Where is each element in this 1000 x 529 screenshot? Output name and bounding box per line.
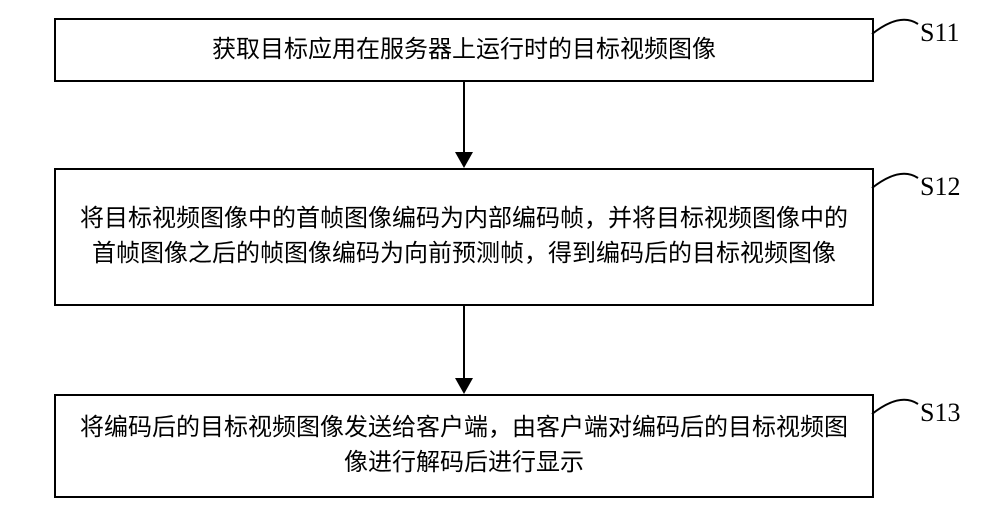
step-box-s12: 将目标视频图像中的首帧图像编码为内部编码帧，并将目标视频图像中的首帧图像之后的帧… xyxy=(54,168,874,306)
connector-curve xyxy=(872,20,918,34)
arrow-line xyxy=(463,82,465,154)
arrow-line xyxy=(463,306,465,380)
step-text: 将目标视频图像中的首帧图像编码为内部编码帧，并将目标视频图像中的首帧图像之后的帧… xyxy=(76,202,852,272)
connector-curve xyxy=(872,174,918,188)
step-label-s12: S12 xyxy=(920,172,960,202)
step-text: 将编码后的目标视频图像发送给客户端，由客户端对编码后的目标视频图像进行解码后进行… xyxy=(76,411,852,481)
step-box-s13: 将编码后的目标视频图像发送给客户端，由客户端对编码后的目标视频图像进行解码后进行… xyxy=(54,394,874,498)
arrow-head xyxy=(455,152,473,168)
step-box-s11: 获取目标应用在服务器上运行时的目标视频图像 xyxy=(54,18,874,82)
step-label-s11: S11 xyxy=(920,18,960,48)
flowchart-canvas: 获取目标应用在服务器上运行时的目标视频图像 将目标视频图像中的首帧图像编码为内部… xyxy=(0,0,1000,529)
connector-curve xyxy=(872,400,918,414)
arrow-head xyxy=(455,378,473,394)
step-label-s13: S13 xyxy=(920,398,960,428)
step-text: 获取目标应用在服务器上运行时的目标视频图像 xyxy=(212,33,716,68)
